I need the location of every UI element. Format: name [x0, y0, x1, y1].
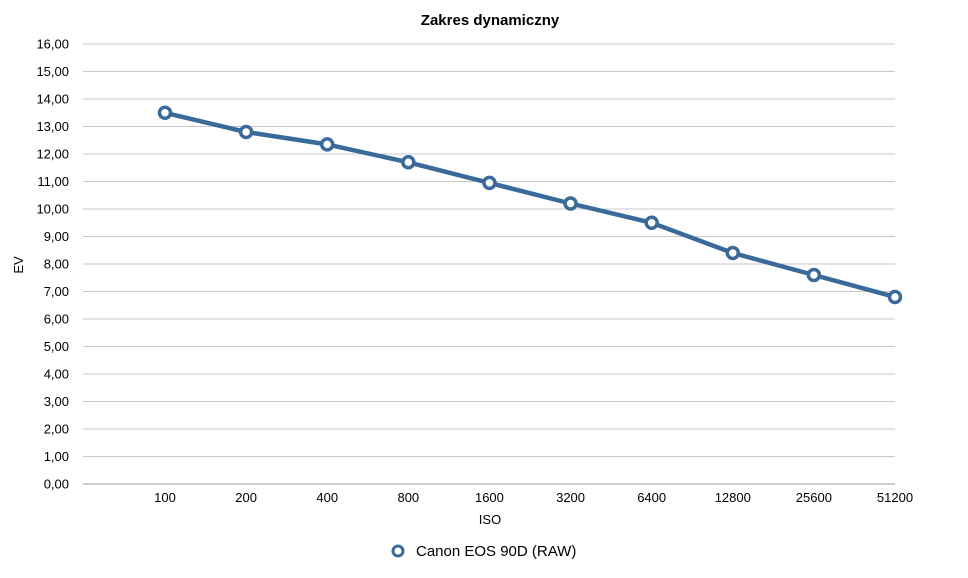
y-tick-label: 5,00	[44, 339, 69, 354]
y-tick-label: 6,00	[44, 312, 69, 327]
y-tick-label: 15,00	[36, 64, 69, 79]
data-point	[563, 196, 578, 211]
x-tick-label: 100	[154, 490, 176, 505]
y-tick-label: 4,00	[44, 367, 69, 382]
y-axis-title: EV	[11, 256, 26, 274]
data-point	[157, 105, 173, 120]
legend-marker	[391, 544, 405, 558]
y-tick-label: 8,00	[44, 257, 69, 272]
data-point	[482, 175, 497, 191]
y-tick-label: 2,00	[44, 422, 69, 437]
data-point	[806, 267, 822, 283]
y-tick-label: 9,00	[44, 229, 69, 244]
gridlines	[83, 43, 895, 485]
x-tick-label: 800	[397, 490, 419, 505]
y-tick-label: 11,00	[37, 174, 69, 189]
data-point	[238, 124, 254, 140]
legend: Canon EOS 90D (RAW)	[391, 543, 576, 560]
data-point	[725, 245, 741, 261]
x-tick-label: 6400	[637, 490, 666, 505]
x-tick-label: 51200	[877, 490, 913, 505]
x-tick-label: 400	[316, 490, 338, 505]
x-tick-label: 1600	[475, 490, 504, 505]
y-tick-label: 1,00	[44, 449, 69, 464]
series-layer	[157, 105, 903, 305]
chart-title: Zakres dynamiczny	[421, 12, 560, 29]
data-point	[401, 155, 416, 170]
x-tick-label: 12800	[715, 490, 751, 505]
y-tick-label: 12,00	[36, 147, 69, 162]
y-axis-ticks: 0,00 1,00 2,00 3,00 4,00 5,00 6,00 7,00 8,00 9,00…	[36, 37, 69, 492]
x-axis-title: ISO	[479, 512, 501, 527]
data-point	[644, 215, 659, 230]
x-tick-label: 25600	[796, 490, 832, 505]
x-tick-label: 200	[235, 490, 257, 505]
y-tick-label: 0,00	[44, 477, 69, 492]
y-tick-label: 7,00	[44, 284, 69, 299]
data-point	[887, 289, 903, 305]
y-tick-label: 13,00	[36, 119, 69, 134]
x-axis-ticks: 100 200 400 800 1600 3200 6400 12800 25600 51200	[154, 490, 913, 505]
x-tick-label: 3200	[556, 490, 585, 505]
y-tick-label: 14,00	[36, 92, 69, 107]
series-line	[162, 110, 898, 300]
y-tick-label: 10,00	[36, 202, 69, 217]
y-tick-label: 16,00	[36, 37, 69, 52]
data-point	[319, 137, 335, 152]
legend-label: Canon EOS 90D (RAW)	[416, 543, 576, 560]
y-tick-label: 3,00	[44, 394, 69, 409]
